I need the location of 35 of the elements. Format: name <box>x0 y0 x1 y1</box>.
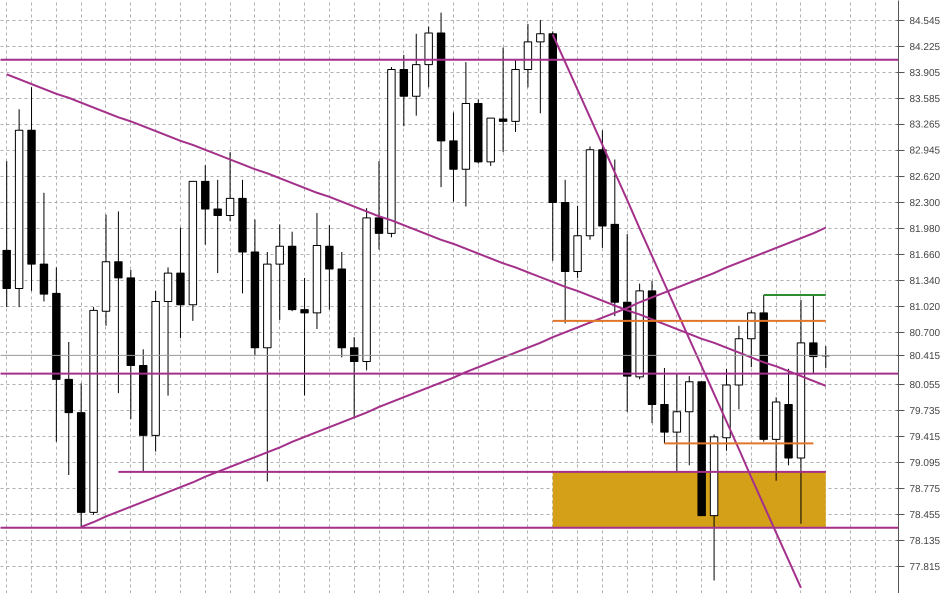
candlestick <box>498 47 508 153</box>
candlestick <box>226 152 234 222</box>
y-tick-label: 79.095 <box>910 458 941 469</box>
y-tick-label: 78.135 <box>910 536 941 547</box>
candlestick <box>300 277 309 396</box>
y-tick-label: 78.455 <box>910 510 941 521</box>
y-tick-label: 82.300 <box>910 198 941 209</box>
y-tick-label: 81.020 <box>910 302 941 313</box>
y-tick-label: 79.415 <box>910 432 941 444</box>
y-tick-label: 83.585 <box>910 94 941 105</box>
candlestick <box>672 374 682 472</box>
y-tick-label: 84.225 <box>910 42 941 53</box>
y-tick-label: 79.735 <box>910 406 941 418</box>
candlestick <box>276 224 284 321</box>
y-tick-label: 80.055 <box>910 380 941 392</box>
candlestick <box>536 19 545 114</box>
y-tick-label: 77.815 <box>910 562 941 573</box>
y-tick-label: 82.945 <box>910 146 941 157</box>
y-tick-label: 78.775 <box>910 484 941 495</box>
candlestick <box>374 160 384 250</box>
y-tick-label: 81.980 <box>910 224 941 235</box>
candlestick <box>350 336 358 419</box>
y-tick-label: 83.265 <box>910 120 941 131</box>
y-tick-label: 81.340 <box>910 276 941 287</box>
y-tick-label: 80.700 <box>910 328 941 339</box>
ref-line-label: 80.415 <box>910 350 941 362</box>
y-tick-label: 82.620 <box>910 172 941 184</box>
candlestick <box>822 346 830 368</box>
candlestick <box>325 224 334 310</box>
candlestick <box>114 210 123 394</box>
y-tick-label: 84.545 <box>910 16 941 27</box>
y-tick-label: 83.905 <box>910 68 941 79</box>
candlestick <box>809 294 818 375</box>
candlestick <box>213 179 222 274</box>
y-tick-label: 81.660 <box>910 250 941 261</box>
